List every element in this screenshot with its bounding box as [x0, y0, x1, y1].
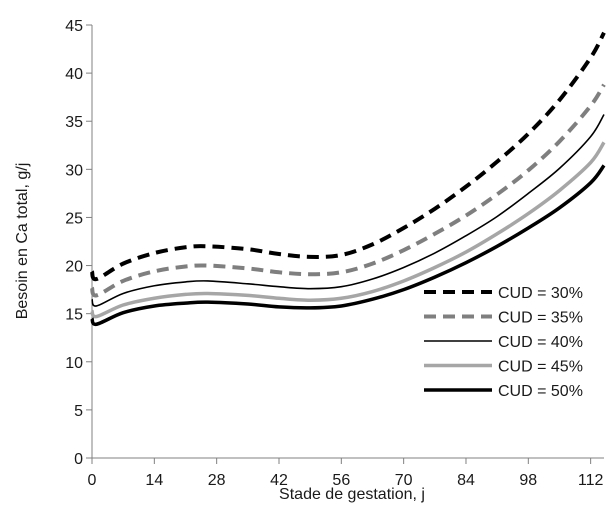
y-axis-title: Besoin en Ca total, g/j: [14, 163, 31, 320]
y-tick-label: 30: [65, 162, 83, 179]
x-tick-label: 42: [270, 472, 288, 489]
x-ticks: 0 14 28 42 56 70 84 98 112: [88, 458, 604, 489]
x-axis-title: Stade de gestation, j: [279, 486, 425, 503]
axes: [91, 25, 604, 459]
y-tick-label: 15: [65, 307, 83, 324]
legend-label: CUD = 30%: [498, 285, 583, 302]
y-tick-label: 20: [65, 259, 83, 276]
x-tick-label: 70: [395, 472, 413, 489]
legend: CUD = 30% CUD = 35% CUD = 40% CUD = 45% CUD …: [424, 285, 583, 400]
x-tick-label: 98: [519, 472, 537, 489]
series-line-4: [90, 141, 606, 319]
y-tick-label: 25: [65, 210, 83, 227]
y-tick-label: 0: [74, 451, 83, 468]
legend-label: CUD = 45%: [498, 359, 583, 376]
x-tick-label: 28: [208, 472, 226, 489]
y-tick-label: 45: [65, 18, 83, 35]
y-tick-label: 5: [74, 403, 83, 420]
x-tick-label: 0: [88, 472, 97, 489]
x-tick-label: 84: [457, 472, 475, 489]
x-tick-label: 56: [332, 472, 350, 489]
series-lines: [90, 31, 606, 327]
y-ticks: 0 5 10 15 20 25 30 35 40 45: [65, 18, 92, 468]
y-tick-label: 35: [65, 114, 83, 131]
legend-label: CUD = 35%: [498, 310, 583, 327]
legend-label: CUD = 50%: [498, 383, 583, 400]
series-line-2: [90, 83, 606, 298]
series-line-1: [90, 31, 606, 282]
x-tick-label: 14: [145, 472, 163, 489]
legend-label: CUD = 40%: [498, 334, 583, 351]
series-line-5: [90, 164, 606, 327]
y-tick-label: 40: [65, 66, 83, 83]
x-tick-label: 112: [578, 472, 604, 489]
y-tick-label: 10: [65, 355, 83, 372]
series-line-3: [91, 114, 605, 307]
